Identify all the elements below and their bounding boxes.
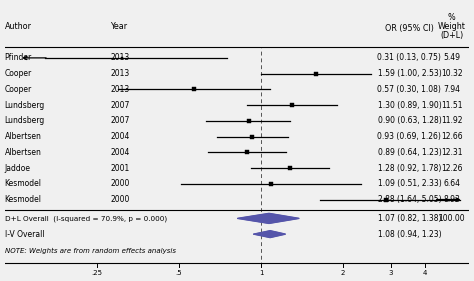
Text: Albertsen: Albertsen xyxy=(5,132,42,141)
Text: 2013: 2013 xyxy=(110,53,129,62)
Text: 0.93 (0.69, 1.26): 0.93 (0.69, 1.26) xyxy=(377,132,441,141)
Text: 2013: 2013 xyxy=(110,85,129,94)
Text: 8.93: 8.93 xyxy=(443,195,460,204)
Text: 3: 3 xyxy=(389,270,393,276)
Polygon shape xyxy=(237,213,299,223)
Text: Lundsberg: Lundsberg xyxy=(5,101,45,110)
Text: I-V Overall: I-V Overall xyxy=(5,230,45,239)
Text: .5: .5 xyxy=(175,270,182,276)
Text: 2001: 2001 xyxy=(110,164,129,173)
Text: 10.32: 10.32 xyxy=(441,69,463,78)
Text: Year: Year xyxy=(110,22,128,31)
Text: Jaddoe: Jaddoe xyxy=(5,164,31,173)
Text: 1.28 (0.92, 1.78): 1.28 (0.92, 1.78) xyxy=(378,164,441,173)
Text: 2: 2 xyxy=(341,270,345,276)
Text: 2007: 2007 xyxy=(110,101,129,110)
Text: 1.07 (0.82, 1.38): 1.07 (0.82, 1.38) xyxy=(378,214,441,223)
Text: 2.88 (1.64, 5.05): 2.88 (1.64, 5.05) xyxy=(378,195,441,204)
Text: 5.49: 5.49 xyxy=(443,53,460,62)
Text: Cooper: Cooper xyxy=(5,85,32,94)
Text: 1: 1 xyxy=(259,270,263,276)
Text: Kesmodel: Kesmodel xyxy=(5,195,42,204)
Text: 100.00: 100.00 xyxy=(438,214,465,223)
Text: Kesmodel: Kesmodel xyxy=(5,179,42,188)
Text: 1.30 (0.89, 1.90): 1.30 (0.89, 1.90) xyxy=(378,101,441,110)
Text: 12.26: 12.26 xyxy=(441,164,463,173)
Polygon shape xyxy=(254,231,285,238)
Text: (D+L): (D+L) xyxy=(440,31,463,40)
Text: 2004: 2004 xyxy=(110,132,129,141)
Text: 0.31 (0.13, 0.75): 0.31 (0.13, 0.75) xyxy=(377,53,441,62)
Text: 2004: 2004 xyxy=(110,148,129,157)
Text: 12.66: 12.66 xyxy=(441,132,463,141)
Text: 2000: 2000 xyxy=(110,179,129,188)
Text: 0.90 (0.63, 1.28): 0.90 (0.63, 1.28) xyxy=(378,116,441,125)
Text: .25: .25 xyxy=(91,270,102,276)
Text: D+L Overall  (I-squared = 70.9%, p = 0.000): D+L Overall (I-squared = 70.9%, p = 0.00… xyxy=(5,215,167,222)
Text: 11.51: 11.51 xyxy=(441,101,463,110)
Text: OR (95% CI): OR (95% CI) xyxy=(385,24,434,33)
Text: Lundsberg: Lundsberg xyxy=(5,116,45,125)
Text: 1.08 (0.94, 1.23): 1.08 (0.94, 1.23) xyxy=(378,230,441,239)
Text: 6.64: 6.64 xyxy=(443,179,460,188)
Text: Weight: Weight xyxy=(438,22,465,31)
Text: 2000: 2000 xyxy=(110,195,129,204)
Text: 0.89 (0.64, 1.23): 0.89 (0.64, 1.23) xyxy=(378,148,441,157)
Text: 2007: 2007 xyxy=(110,116,129,125)
Text: NOTE: Weights are from random effects analysis: NOTE: Weights are from random effects an… xyxy=(5,248,176,254)
Text: Albertsen: Albertsen xyxy=(5,148,42,157)
Text: 4: 4 xyxy=(423,270,428,276)
Text: 7.94: 7.94 xyxy=(443,85,460,94)
Text: 11.92: 11.92 xyxy=(441,116,463,125)
Text: Pfinder: Pfinder xyxy=(5,53,32,62)
Text: 2013: 2013 xyxy=(110,69,129,78)
Text: 0.57 (0.30, 1.08): 0.57 (0.30, 1.08) xyxy=(377,85,441,94)
Text: %: % xyxy=(448,13,456,22)
Text: Author: Author xyxy=(5,22,32,31)
Text: 1.59 (1.00, 2.53): 1.59 (1.00, 2.53) xyxy=(378,69,441,78)
Text: 1.09 (0.51, 2.33): 1.09 (0.51, 2.33) xyxy=(378,179,441,188)
Text: 12.31: 12.31 xyxy=(441,148,463,157)
Text: Cooper: Cooper xyxy=(5,69,32,78)
